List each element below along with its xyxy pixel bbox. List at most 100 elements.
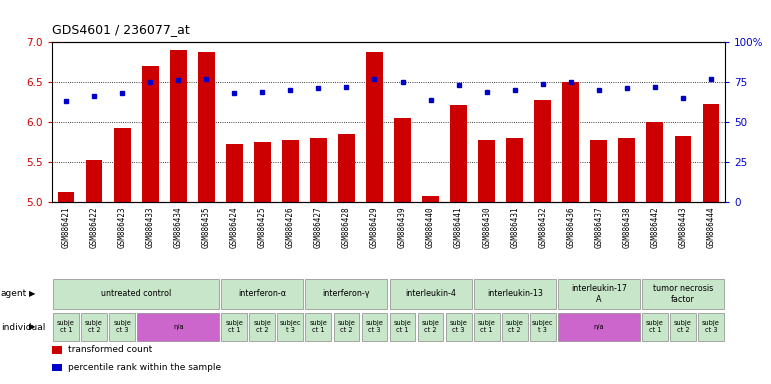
Text: ▶: ▶ [29,290,35,298]
Text: percentile rank within the sample: percentile rank within the sample [68,363,221,372]
Bar [278,313,303,341]
Bar [558,313,640,341]
Bar [450,105,467,202]
Bar [675,136,692,202]
Text: GSM886437: GSM886437 [594,206,604,248]
Text: n/a: n/a [173,324,183,330]
Text: subje
ct 2: subje ct 2 [85,321,103,333]
Text: subjec
t 3: subjec t 3 [280,321,301,333]
Bar [446,313,472,341]
Text: GSM886443: GSM886443 [678,206,688,248]
Bar [642,313,668,341]
Bar [534,100,551,202]
Text: subjec
t 3: subjec t 3 [532,321,554,333]
Text: interferon-α: interferon-α [238,290,286,298]
Bar [52,346,62,354]
Text: subje
ct 3: subje ct 3 [449,321,467,333]
Text: GSM886431: GSM886431 [510,206,519,248]
Text: subje
ct 2: subje ct 2 [506,321,524,333]
Bar [142,66,159,202]
Bar [305,279,387,309]
Bar [389,313,416,341]
Text: subje
ct 3: subje ct 3 [113,321,131,333]
Bar [81,313,107,341]
Bar [221,313,247,341]
Bar [170,50,187,202]
Text: GSM886434: GSM886434 [173,206,183,248]
Bar [198,51,214,202]
Text: GSM886426: GSM886426 [286,206,295,248]
Bar [362,313,387,341]
Text: subje
ct 2: subje ct 2 [422,321,439,333]
Bar [58,192,75,202]
Text: GDS4601 / 236077_at: GDS4601 / 236077_at [52,23,190,36]
Bar [53,313,79,341]
Text: agent: agent [1,290,27,298]
Bar [591,141,608,202]
Text: GSM886432: GSM886432 [538,206,547,248]
Text: GSM886423: GSM886423 [118,206,126,248]
Text: interleukin-4: interleukin-4 [405,290,456,298]
Bar [249,313,275,341]
Text: subje
ct 1: subje ct 1 [225,321,243,333]
Text: GSM886435: GSM886435 [202,206,210,248]
Bar [113,128,130,202]
Text: GSM886444: GSM886444 [706,206,715,248]
Bar [86,160,103,202]
Bar [642,279,724,309]
Bar [423,196,439,202]
Text: subje
ct 2: subje ct 2 [338,321,355,333]
Text: GSM886425: GSM886425 [258,206,267,248]
Text: GSM886440: GSM886440 [426,206,435,248]
Text: GSM886430: GSM886430 [482,206,491,248]
Bar [646,122,663,202]
Text: GSM886429: GSM886429 [370,206,379,248]
Text: transformed count: transformed count [68,346,153,354]
Text: GSM886441: GSM886441 [454,206,463,248]
Text: subje
ct 1: subje ct 1 [57,321,75,333]
Text: subje
ct 3: subje ct 3 [702,321,720,333]
Bar [618,138,635,202]
Text: GSM886439: GSM886439 [398,206,407,248]
Bar [530,313,556,341]
Bar [53,279,219,309]
Bar [698,313,724,341]
Text: GSM886421: GSM886421 [62,206,70,248]
Bar [310,138,327,202]
Bar [305,313,332,341]
Text: subje
ct 1: subje ct 1 [478,321,496,333]
Text: interferon-γ: interferon-γ [323,290,370,298]
Text: individual: individual [1,323,45,331]
Text: GSM886436: GSM886436 [566,206,575,248]
Bar [109,313,135,341]
Bar [338,134,355,202]
Bar [226,144,243,202]
Text: interleukin-17
A: interleukin-17 A [571,284,627,304]
Text: GSM886428: GSM886428 [342,206,351,248]
Text: GSM886422: GSM886422 [89,206,99,248]
Bar [137,313,219,341]
Text: tumor necrosis
factor: tumor necrosis factor [653,284,713,304]
Text: ▶: ▶ [29,323,35,331]
Bar [394,118,411,202]
Text: subje
ct 2: subje ct 2 [254,321,271,333]
Bar [478,141,495,202]
Text: subje
ct 1: subje ct 1 [393,321,412,333]
Bar [334,313,359,341]
Bar [366,52,383,202]
Bar [702,104,719,202]
Bar [389,279,472,309]
Text: GSM886442: GSM886442 [651,206,659,248]
Text: interleukin-13: interleukin-13 [487,290,543,298]
Bar [52,364,62,371]
Text: GSM886433: GSM886433 [146,206,155,248]
Text: n/a: n/a [594,324,604,330]
Text: GSM886438: GSM886438 [622,206,631,248]
Text: GSM886424: GSM886424 [230,206,239,248]
Bar [221,279,303,309]
Bar [418,313,443,341]
Text: subje
ct 2: subje ct 2 [674,321,692,333]
Text: GSM886427: GSM886427 [314,206,323,248]
Bar [282,141,299,202]
Bar [558,279,640,309]
